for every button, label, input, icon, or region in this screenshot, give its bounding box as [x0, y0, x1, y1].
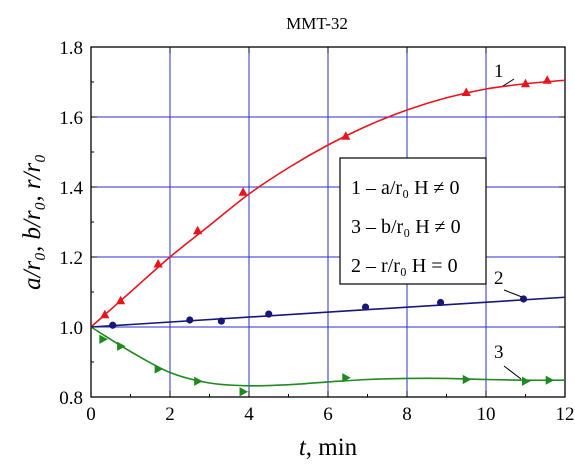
legend-entry-2: 2 – r/r₀ H = 0 — [351, 255, 458, 277]
data-point-series-2 — [436, 298, 445, 307]
data-point-series-1 — [100, 309, 110, 319]
data-point-series-1 — [238, 187, 248, 196]
legend-entry-3: 3 – b/r₀ H ≠ 0 — [351, 216, 461, 238]
y-tick-label: 1.0 — [59, 318, 83, 339]
axis-ticks: 0 2 4 6 8 10 120.81.01.21.41.61.8 — [59, 38, 574, 425]
legend-box — [339, 157, 487, 285]
x-tick-label: 6 — [323, 404, 333, 425]
data-point-series-2 — [109, 321, 117, 329]
curve-label-leader-3 — [503, 365, 522, 380]
data-point-series-3 — [545, 375, 555, 385]
curve-label-3: 3 — [494, 342, 504, 363]
x-tick-label: 0 — [86, 404, 96, 425]
legend-entry-1: 1 – a/r₀ H ≠ 0 — [351, 177, 460, 199]
curve-labels: 1 3 2 — [494, 61, 523, 380]
legend: 1 – a/r₀ H ≠ 0 3 – b/r₀ H ≠ 0 2 – r/r₀ H… — [339, 157, 487, 285]
y-tick-label: 0.8 — [59, 388, 83, 409]
data-point-series-3 — [154, 364, 164, 374]
curve-label-leader-1 — [502, 78, 515, 87]
data-point-series-1 — [542, 75, 552, 84]
fit-curve-1 — [90, 79, 566, 328]
chart-title: MMT-32 — [286, 14, 348, 33]
data-point-series-3 — [117, 341, 126, 351]
data-point-series-3 — [99, 334, 108, 344]
data-point-series-2 — [217, 317, 225, 325]
x-tick-label: 8 — [402, 404, 412, 425]
y-tick-label: 1.4 — [59, 178, 83, 199]
y-axis-label: a/r₀, b/r₀, r/r₀ — [19, 154, 46, 290]
data-point-series-2 — [265, 310, 273, 318]
fit-curve-2 — [90, 296, 566, 328]
data-point-series-3 — [239, 387, 249, 397]
fit-curve-3 — [90, 326, 566, 387]
x-tick-label: 12 — [556, 404, 575, 425]
curve-label-leader-2 — [503, 289, 523, 298]
fit-curves — [90, 79, 566, 387]
data-point-series-3 — [342, 373, 351, 383]
data-point-series-1 — [193, 225, 203, 235]
x-tick-label: 4 — [244, 404, 254, 425]
x-axis-label: t, min — [299, 434, 358, 461]
data-point-series-3 — [522, 376, 531, 386]
y-tick-label: 1.6 — [59, 108, 83, 129]
y-tick-label: 1.8 — [59, 38, 83, 59]
x-tick-label: 10 — [477, 404, 496, 425]
data-point-series-1 — [461, 87, 471, 96]
data-point-series-1 — [116, 295, 126, 305]
data-point-series-3 — [462, 374, 472, 385]
data-point-series-2 — [186, 316, 194, 324]
curve-label-1: 1 — [494, 61, 504, 82]
data-point-series-2 — [361, 303, 370, 311]
data-point-series-3 — [194, 376, 203, 386]
data-point-series-1 — [520, 78, 531, 88]
data-points — [99, 75, 555, 397]
curve-label-2: 2 — [494, 268, 504, 289]
data-point-series-1 — [153, 259, 163, 268]
y-tick-label: 1.2 — [59, 248, 83, 269]
data-point-series-1 — [341, 131, 351, 140]
x-tick-label: 2 — [165, 404, 175, 425]
